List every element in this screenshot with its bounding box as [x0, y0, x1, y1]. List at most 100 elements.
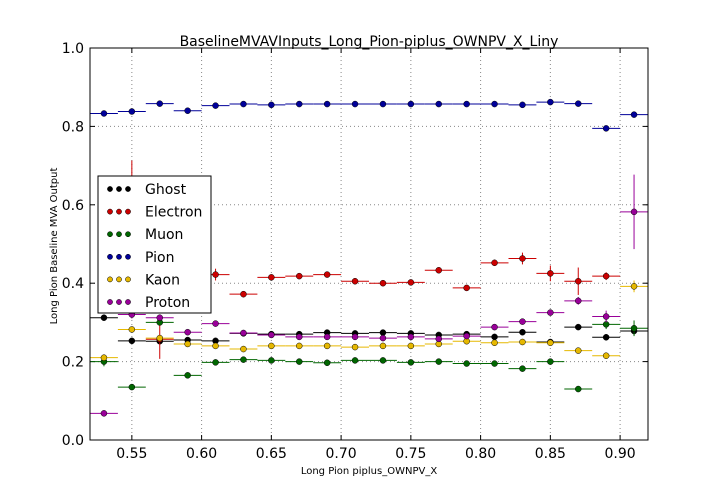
data-series: [90, 98, 648, 417]
data-point: [323, 100, 331, 108]
data-point: [156, 314, 163, 321]
data-point: [240, 100, 247, 108]
legend-label: Ghost: [145, 182, 187, 198]
y-tick-label: 0.2: [62, 355, 84, 371]
data-point: [351, 343, 359, 351]
data-point: [547, 270, 554, 277]
data-point: [575, 100, 582, 107]
series-pion: [90, 98, 648, 132]
data-point: [407, 100, 415, 108]
legend-marker: [125, 186, 131, 192]
legend: Ghost Electron Muon Pion Kaon Proton: [97, 175, 212, 314]
data-point: [100, 354, 108, 361]
data-point: [575, 277, 582, 285]
data-point: [519, 365, 526, 372]
data-point: [240, 290, 247, 298]
data-point: [407, 342, 415, 350]
data-point: [100, 314, 108, 321]
legend-marker: [125, 253, 131, 260]
data-point: [575, 385, 582, 393]
data-point: [268, 274, 275, 281]
y-tick-label: 0.0: [62, 433, 84, 449]
legend-label: Electron: [145, 205, 202, 221]
data-point: [602, 334, 610, 341]
data-point: [491, 323, 498, 331]
data-point: [435, 335, 442, 343]
data-point: [463, 332, 470, 340]
legend-marker: [125, 276, 131, 283]
legend-marker: [125, 208, 131, 215]
data-point: [351, 333, 359, 341]
legend-marker: [125, 299, 131, 305]
data-point: [630, 325, 638, 332]
data-point: [296, 100, 303, 108]
y-axis-label: Long Pion Baseline MVA Output: [49, 168, 60, 325]
y-axis-ticks: 0.0 0.2 0.4 0.6 0.8 1.0: [62, 41, 648, 449]
legend-label: Proton: [145, 295, 190, 311]
data-point: [463, 100, 470, 108]
data-point: [351, 277, 359, 285]
data-point: [351, 100, 359, 108]
data-point: [240, 356, 247, 363]
data-point: [323, 342, 331, 350]
data-point: [184, 107, 191, 114]
data-point: [240, 329, 247, 337]
x-tick-label: 0.75: [395, 446, 426, 462]
data-point: [323, 359, 331, 367]
data-point: [296, 358, 303, 365]
data-point: [547, 98, 554, 106]
legend-label: Muon: [145, 227, 183, 243]
data-point: [547, 309, 554, 316]
x-axis-label: Long Pion piplus_OWNPV_X: [301, 466, 438, 477]
data-point: [491, 360, 498, 367]
data-point: [212, 320, 219, 327]
x-axis-ticks: 0.55 0.60 0.65 0.70 0.75 0.80 0.85 0.90: [116, 48, 636, 462]
series-ghost: [90, 314, 648, 346]
data-point: [212, 102, 219, 109]
legend-label: Kaon: [145, 272, 180, 288]
y-tick-label: 0.4: [62, 276, 84, 292]
x-tick-label: 0.85: [535, 446, 566, 462]
data-point: [268, 357, 275, 364]
data-point: [351, 357, 359, 364]
data-point: [519, 318, 526, 325]
data-point: [519, 255, 526, 262]
data-point: [296, 342, 303, 350]
legend-label: Pion: [145, 250, 174, 266]
data-point: [547, 358, 554, 365]
series-proton: [90, 174, 648, 417]
legend-marker: [107, 276, 113, 283]
x-tick-label: 0.90: [605, 446, 636, 462]
data-point: [630, 283, 638, 290]
data-point: [128, 326, 136, 333]
data-point: [128, 383, 136, 391]
data-point: [407, 333, 415, 341]
data-point: [435, 100, 442, 108]
data-point: [323, 271, 331, 278]
data-point: [491, 339, 498, 347]
data-point: [323, 333, 331, 341]
data-point: [407, 279, 415, 286]
legend-marker: [107, 253, 113, 260]
chart-title: BaselineMVAVInputs_Long_Pion-piplus_OWNP…: [180, 34, 559, 50]
data-point: [602, 313, 610, 320]
data-point: [156, 334, 163, 342]
y-tick-label: 0.6: [62, 198, 84, 214]
data-point: [463, 284, 470, 292]
data-point: [379, 357, 387, 364]
data-point: [128, 337, 136, 345]
data-point: [602, 272, 610, 280]
y-tick-label: 0.8: [62, 119, 84, 135]
data-point: [100, 110, 108, 117]
legend-marker: [116, 253, 122, 260]
x-tick-label: 0.65: [256, 446, 287, 462]
data-point: [212, 342, 219, 350]
x-tick-label: 0.60: [186, 446, 217, 462]
data-point: [184, 328, 191, 336]
data-point: [491, 259, 498, 267]
data-point: [519, 328, 526, 336]
data-point: [212, 271, 219, 278]
data-point: [184, 372, 191, 379]
plot-frame: [89, 47, 649, 441]
